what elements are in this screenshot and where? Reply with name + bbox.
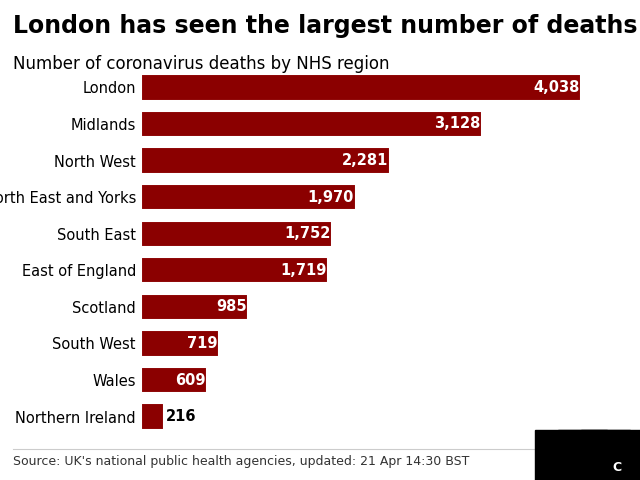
Bar xyxy=(141,404,164,430)
Text: 609: 609 xyxy=(175,372,205,387)
Text: 1,719: 1,719 xyxy=(280,263,326,278)
Text: C: C xyxy=(612,461,621,474)
Text: 1,752: 1,752 xyxy=(284,226,330,241)
Text: 3,128: 3,128 xyxy=(434,117,481,132)
Text: 719: 719 xyxy=(187,336,218,351)
Bar xyxy=(141,257,328,284)
Text: B: B xyxy=(566,461,576,474)
Text: London has seen the largest number of deaths: London has seen the largest number of de… xyxy=(13,14,637,38)
Bar xyxy=(141,147,390,174)
Bar xyxy=(141,111,482,137)
Text: 985: 985 xyxy=(216,300,246,314)
Bar xyxy=(141,74,581,100)
Text: 216: 216 xyxy=(166,409,196,424)
Text: 4,038: 4,038 xyxy=(533,80,580,95)
Bar xyxy=(141,367,207,393)
Bar xyxy=(141,220,332,247)
Bar xyxy=(141,184,356,210)
Bar xyxy=(141,294,248,320)
Text: Source: UK's national public health agencies, updated: 21 Apr 14:30 BST: Source: UK's national public health agen… xyxy=(13,455,469,468)
Text: B: B xyxy=(589,461,599,474)
Text: Number of coronavirus deaths by NHS region: Number of coronavirus deaths by NHS regi… xyxy=(13,55,389,73)
Text: 1,970: 1,970 xyxy=(308,190,354,204)
Text: 2,281: 2,281 xyxy=(342,153,388,168)
Bar xyxy=(141,330,220,357)
